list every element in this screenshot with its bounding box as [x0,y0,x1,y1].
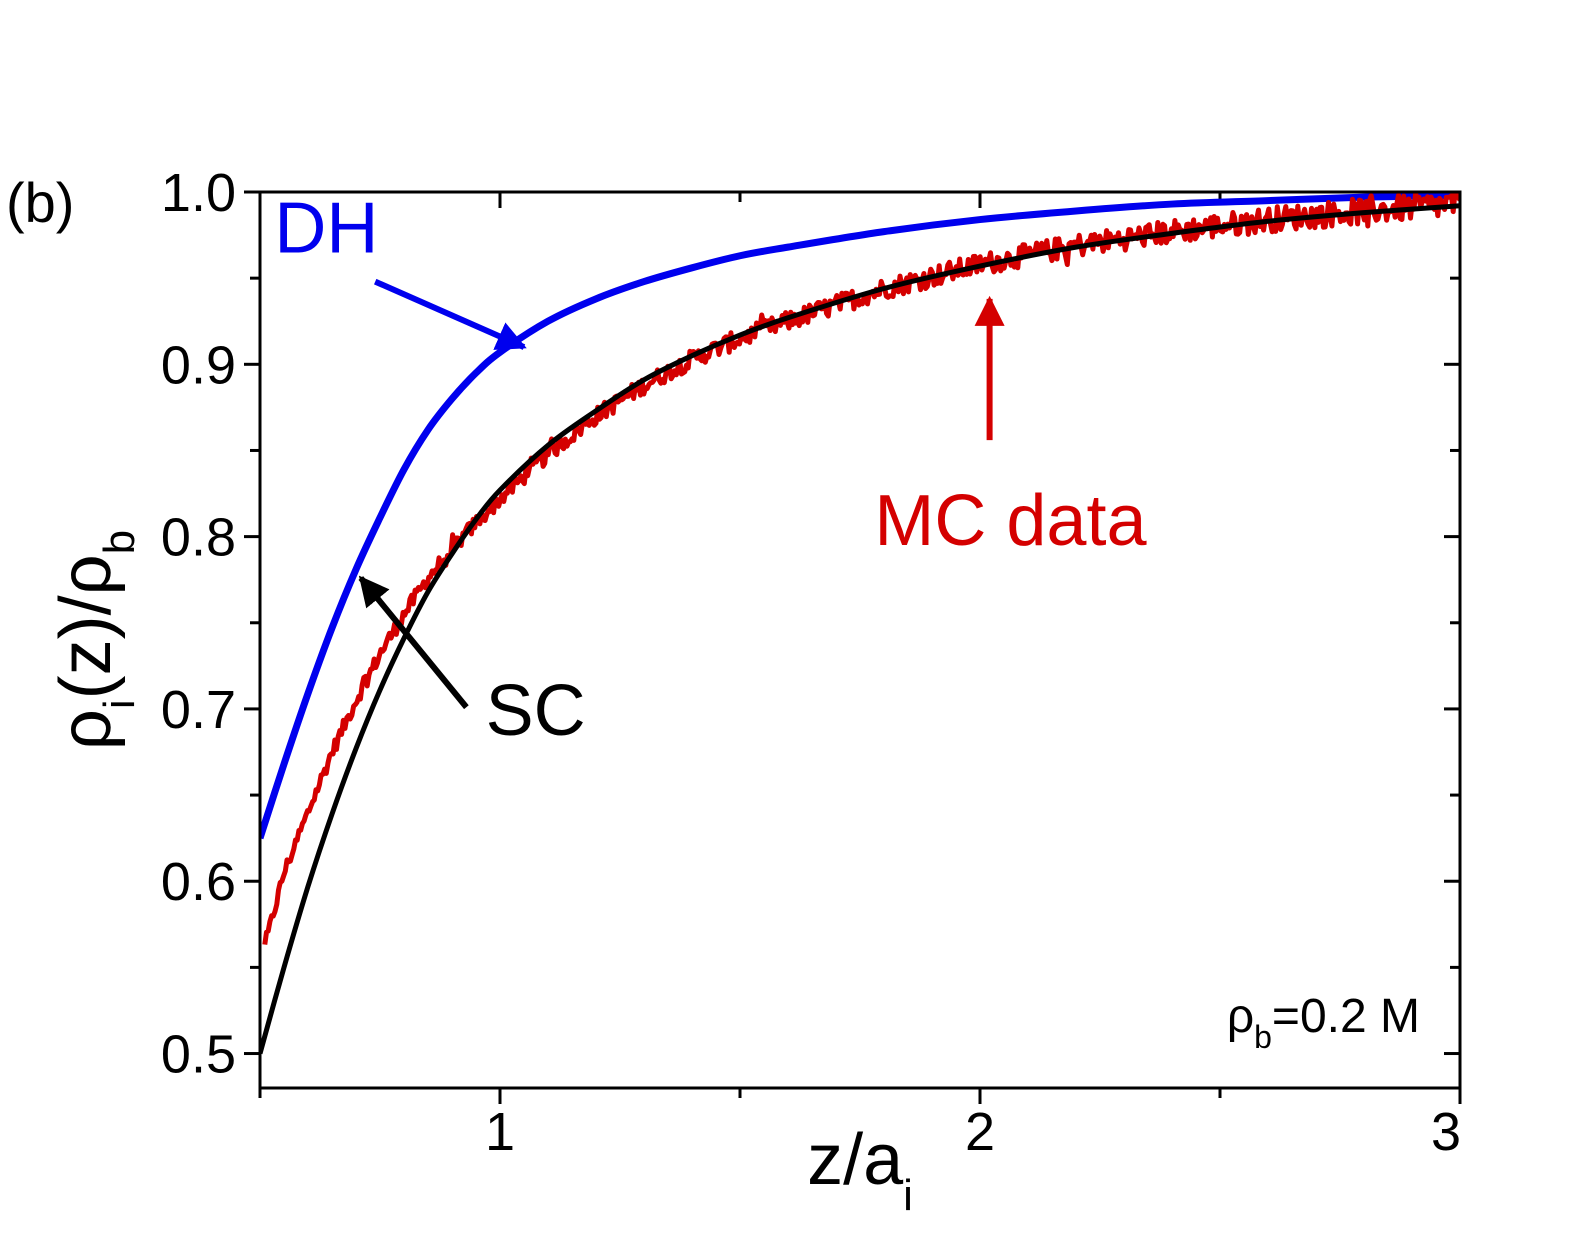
x-tick-label: 1 [485,1102,515,1162]
y-axis-label-sub-b: b [95,530,144,554]
y-tick-label: 0.6 [161,852,236,912]
series-line-dh [260,192,1460,840]
panel-label: (b) [6,171,74,234]
y-axis-label-sub-i: i [95,699,144,709]
sc-label: SC [486,671,586,751]
y-tick-label: 0.9 [161,335,236,395]
concentration-value: =0.2 M [1272,990,1420,1043]
y-tick-label: 0.5 [161,1025,236,1085]
x-axis-label: z/ai [807,1120,913,1220]
concentration-sub: b [1254,1019,1272,1055]
y-axis-label-mid: (z)/ρ [46,554,126,699]
axis-ticks [244,190,1462,1104]
x-tick-labels: 1 2 3 [485,1102,1461,1162]
concentration-label: ρb=0.2 M [1227,990,1420,1055]
x-tick-label: 2 [965,1102,995,1162]
x-tick-label: 3 [1431,1102,1461,1162]
sc-arrow [358,575,469,710]
concentration-rho: ρ [1227,990,1254,1043]
x-axis-label-main: z/a [807,1120,904,1200]
y-tick-label: 1.0 [161,163,236,223]
y-axis-label: ρi(z)/ρb [46,530,144,750]
y-axis-label-rho: ρ [46,709,126,750]
dh-label: DH [274,188,378,268]
y-tick-labels: 0.5 0.6 0.7 0.8 0.9 1.0 [161,163,236,1085]
dh-arrow [373,278,527,350]
plot-frame [258,190,1462,1090]
mc-data-label: MC data [874,481,1147,561]
y-tick-label: 0.7 [161,680,236,740]
x-axis-label-sub: i [903,1171,913,1220]
y-tick-label: 0.8 [161,508,236,568]
series-line-sc [260,203,1460,1055]
